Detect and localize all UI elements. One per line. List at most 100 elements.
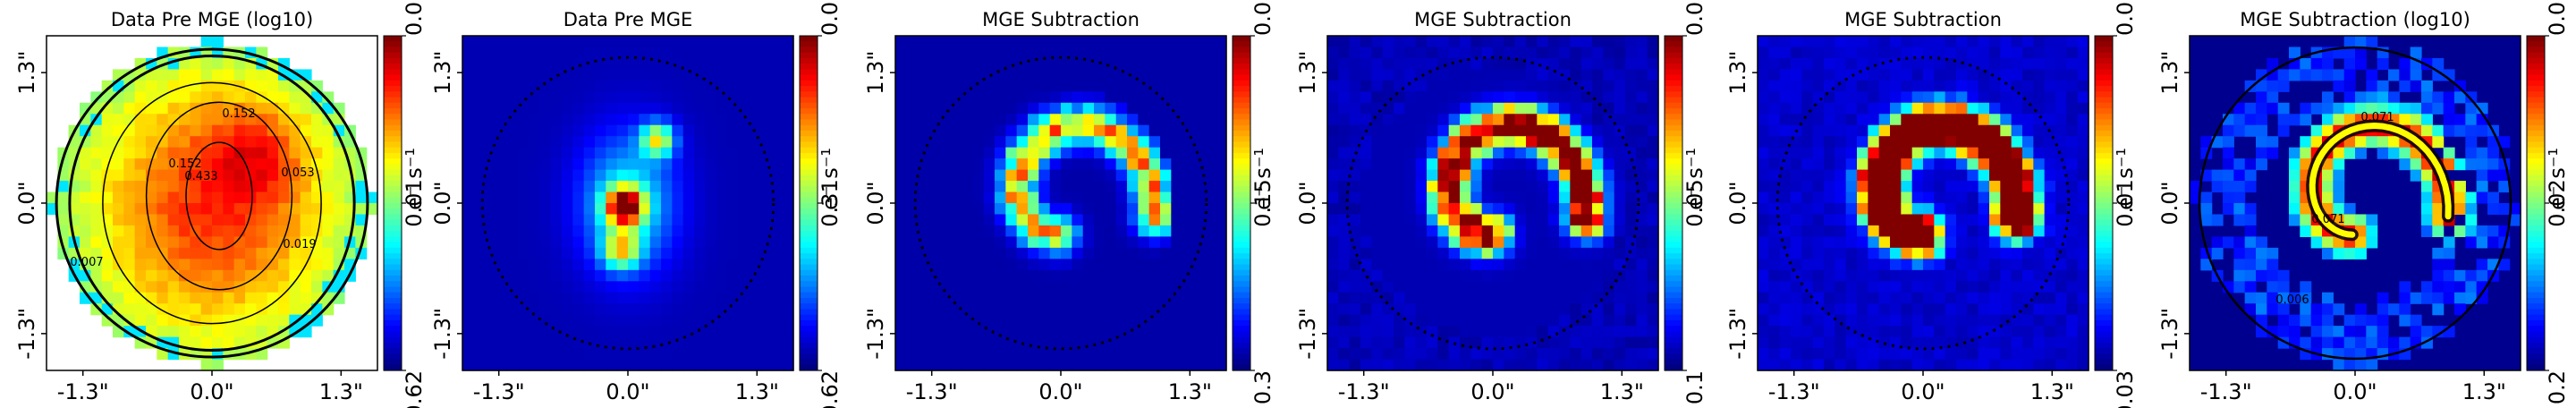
heatmap-cell (1049, 158, 1062, 171)
heatmap-cell (1005, 47, 1018, 59)
heatmap-cell (473, 124, 486, 137)
heatmap-cell (212, 57, 224, 70)
heatmap-cell (1758, 247, 1769, 259)
heatmap-cell (738, 247, 750, 259)
heatmap-cell (245, 303, 257, 316)
heatmap-cell (760, 247, 772, 259)
heatmap-cell (1005, 203, 1018, 216)
heatmap-cell (2033, 136, 2046, 149)
heatmap-cell (771, 247, 784, 259)
heatmap-cell (1171, 326, 1183, 338)
heatmap-cell (1028, 314, 1039, 327)
heatmap-cell (1038, 236, 1051, 249)
heatmap-cell (1824, 236, 1835, 249)
colorbar-step (800, 225, 818, 232)
heatmap-cell (496, 57, 507, 70)
heatmap-cell (539, 191, 552, 204)
heatmap-cell (1978, 203, 1990, 216)
heatmap-cell (1160, 292, 1172, 304)
heatmap-cell (1911, 102, 1924, 115)
heatmap-cell (1448, 292, 1461, 304)
heatmap-cell (595, 359, 606, 371)
heatmap-cell (2322, 326, 2334, 338)
heatmap-cell (322, 259, 335, 271)
heatmap-cell (738, 359, 750, 371)
heatmap-cell (1989, 136, 2001, 149)
heatmap-cell (311, 80, 323, 92)
heatmap-cell (1061, 259, 1072, 271)
colorbar-step (384, 219, 402, 226)
heatmap-cell (682, 236, 695, 249)
heatmap-cell (1215, 281, 1227, 293)
heatmap-cell (2033, 102, 2046, 115)
heatmap-cell (583, 124, 596, 137)
heatmap-cell (484, 80, 496, 92)
colorbar-step (800, 86, 818, 92)
heatmap-cell (1072, 348, 1084, 361)
heatmap-cell (771, 292, 784, 304)
heatmap-cell (1570, 57, 1582, 70)
heatmap-cell (1547, 36, 1560, 48)
heatmap-cell (1547, 303, 1560, 316)
heatmap-cell (1526, 292, 1538, 304)
heatmap-cell (278, 292, 290, 304)
heatmap-cell (1614, 203, 1626, 216)
heatmap-cell (1394, 102, 1405, 115)
heatmap-cell (2289, 147, 2301, 159)
heatmap-cell (1148, 191, 1161, 204)
heatmap-cell (1171, 114, 1183, 126)
heatmap-cell (649, 91, 662, 104)
heatmap-cell (1394, 169, 1405, 182)
colorbar-tick-label: 0.3 (1250, 370, 1275, 404)
heatmap-cell (727, 359, 739, 371)
heatmap-cell (2044, 303, 2056, 316)
heatmap-cell (1989, 69, 2001, 81)
heatmap-cell (682, 269, 695, 282)
heatmap-cell (1460, 181, 1471, 193)
heatmap-cell (517, 303, 530, 316)
heatmap-cell (983, 269, 996, 282)
heatmap-cell (2044, 269, 2056, 282)
heatmap-cell (1911, 57, 1924, 70)
heatmap-cell (716, 102, 728, 115)
heatmap-cell (1758, 259, 1769, 271)
heatmap-cell (583, 259, 596, 271)
heatmap-cell (983, 359, 996, 371)
heatmap-cell (1636, 47, 1648, 59)
heatmap-cell (1758, 147, 1769, 159)
heatmap-cell (1082, 281, 1095, 293)
heatmap-cell (606, 269, 618, 282)
heatmap-cell (1481, 36, 1494, 48)
heatmap-cell (1592, 181, 1604, 193)
heatmap-cell (2355, 214, 2367, 226)
heatmap-cell (1171, 292, 1183, 304)
heatmap-cell (1215, 236, 1227, 249)
contour-label: 0.433 (184, 170, 217, 183)
heatmap-cell (167, 292, 180, 304)
heatmap-cell (57, 214, 70, 226)
heatmap-cell (539, 114, 552, 126)
heatmap-cell (101, 247, 114, 259)
heatmap-cell (639, 314, 651, 327)
heatmap-cell (1038, 124, 1051, 137)
heatmap-cell (682, 80, 695, 92)
heatmap-cell (649, 314, 662, 327)
heatmap-cell (895, 181, 907, 193)
colorbar-step (2095, 231, 2113, 237)
heatmap-cell (572, 102, 585, 115)
heatmap-cell (895, 359, 907, 371)
heatmap-cell (506, 348, 519, 361)
heatmap-cell (1148, 169, 1161, 182)
heatmap-cell (1427, 292, 1438, 304)
heatmap-cell (2022, 225, 2034, 237)
heatmap-cell (113, 191, 124, 204)
heatmap-cell (1404, 203, 1417, 216)
y-tick-label: 0.0" (863, 181, 888, 225)
heatmap-cell (995, 181, 1006, 193)
heatmap-cell (2044, 214, 2056, 226)
heatmap-cell (716, 225, 728, 237)
heatmap-cell (1636, 181, 1648, 193)
heatmap-cell (1868, 203, 1880, 216)
heatmap-cell (1890, 203, 1902, 216)
heatmap-cell (1415, 214, 1428, 226)
